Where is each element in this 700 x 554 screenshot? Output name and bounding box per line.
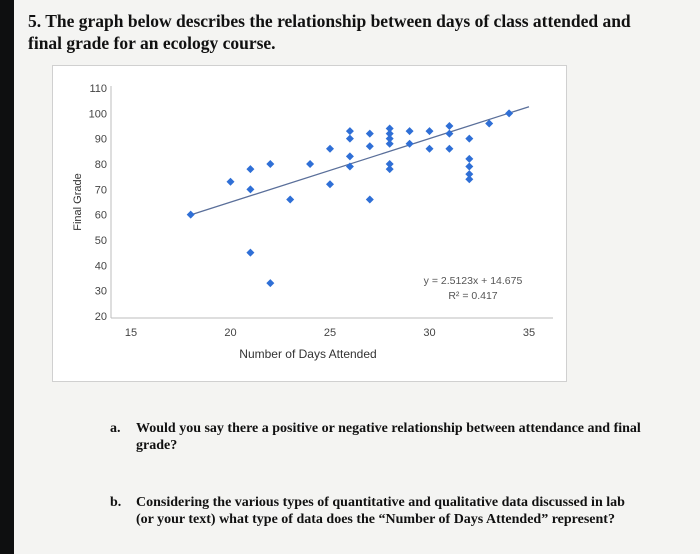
data-point <box>465 175 474 184</box>
data-point <box>326 180 334 189</box>
y-tick-label: 50 <box>95 235 107 247</box>
data-point <box>345 162 354 171</box>
data-point <box>345 134 354 143</box>
data-point <box>425 127 434 136</box>
data-points <box>186 109 514 288</box>
question-text: The graph below describes the relationsh… <box>28 11 631 53</box>
data-point <box>445 144 454 153</box>
y-tick-label: 110 <box>89 83 107 95</box>
data-point <box>385 139 394 148</box>
data-point <box>385 160 394 168</box>
data-point <box>246 248 255 257</box>
x-axis-title: Number of Days Attended <box>239 347 376 361</box>
r-squared-label: R² = 0.417 <box>448 290 497 302</box>
data-point <box>326 144 334 153</box>
data-point <box>246 165 255 174</box>
chart-canvas: 20 30 40 50 60 70 80 90 100 110 15 20 25 30 35 y = 2.… <box>72 83 553 361</box>
data-point <box>186 210 195 219</box>
question-number: 5. <box>28 11 42 31</box>
data-point <box>465 162 474 171</box>
data-point <box>345 152 354 161</box>
y-tick-label: 60 <box>95 210 107 222</box>
y-tick-label: 20 <box>95 311 107 323</box>
x-tick-label: 25 <box>324 327 336 339</box>
y-tick-label: 90 <box>95 134 107 146</box>
data-point <box>246 185 255 194</box>
data-point <box>445 129 454 138</box>
x-tick-label: 35 <box>523 327 535 339</box>
data-point <box>226 177 235 186</box>
y-tick-label: 70 <box>95 184 107 196</box>
worksheet-page: 5. The graph below describes the relatio… <box>14 0 700 554</box>
data-point <box>345 127 354 136</box>
data-point <box>266 160 275 168</box>
data-point <box>425 144 434 153</box>
data-point <box>465 134 474 143</box>
data-point <box>365 195 374 204</box>
y-tick-label: 100 <box>89 108 107 120</box>
data-point <box>306 160 315 168</box>
data-point <box>365 129 374 138</box>
data-point <box>266 279 275 288</box>
x-tick-labels: 15 20 25 30 35 <box>125 327 535 339</box>
y-tick-label: 40 <box>95 260 107 272</box>
data-point <box>385 124 394 133</box>
x-tick-label: 15 <box>125 327 137 339</box>
sub-question-b-text: Considering the various types of quantit… <box>136 495 625 527</box>
data-point <box>485 119 494 128</box>
x-tick-label: 30 <box>423 327 435 339</box>
scatter-chart: 20 30 40 50 60 70 80 90 100 110 15 20 25 30 35 y = 2.… <box>52 65 567 382</box>
data-point <box>286 195 295 204</box>
data-point <box>405 139 414 148</box>
data-point <box>385 134 394 143</box>
y-axis-title: Final Grade <box>72 173 84 230</box>
question-5: 5. The graph below describes the relatio… <box>28 10 648 54</box>
data-point <box>465 154 474 163</box>
data-point <box>385 165 394 174</box>
data-point <box>405 127 414 136</box>
data-point <box>385 129 394 138</box>
y-tick-label: 30 <box>95 286 107 298</box>
sub-question-a-label: a. <box>110 421 121 436</box>
y-tick-labels: 20 30 40 50 60 70 80 90 100 110 <box>89 83 107 323</box>
x-tick-label: 20 <box>224 327 236 339</box>
equation-label: y = 2.5123x + 14.675 <box>424 275 523 287</box>
y-tick-label: 80 <box>95 159 107 171</box>
sub-question-b-label: b. <box>110 495 122 510</box>
data-point <box>445 122 454 130</box>
data-point <box>365 142 374 151</box>
sub-question-a-text: Would you say there a positive or negati… <box>136 421 641 453</box>
data-point <box>465 170 474 179</box>
trendline <box>190 106 530 216</box>
data-point <box>505 109 514 118</box>
